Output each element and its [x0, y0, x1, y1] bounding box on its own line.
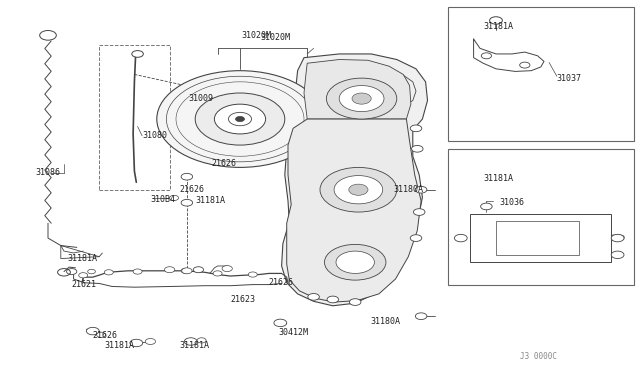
- Text: 31181A: 31181A: [483, 174, 513, 183]
- Bar: [496, 221, 579, 255]
- Text: 31080: 31080: [142, 131, 167, 140]
- Text: 21621: 21621: [72, 280, 97, 289]
- Circle shape: [184, 338, 197, 345]
- Circle shape: [97, 332, 106, 337]
- Circle shape: [326, 78, 397, 119]
- Circle shape: [308, 294, 319, 300]
- Text: 31180A: 31180A: [394, 185, 424, 194]
- Circle shape: [336, 251, 374, 273]
- Text: J3 0000C: J3 0000C: [520, 352, 557, 361]
- Circle shape: [248, 272, 257, 277]
- Circle shape: [349, 299, 361, 305]
- Circle shape: [611, 251, 624, 259]
- Circle shape: [133, 269, 142, 274]
- Circle shape: [349, 184, 368, 195]
- Circle shape: [334, 176, 383, 204]
- Circle shape: [189, 84, 199, 90]
- Text: 31181A: 31181A: [104, 341, 134, 350]
- Circle shape: [324, 244, 386, 280]
- Circle shape: [410, 235, 422, 241]
- Circle shape: [339, 86, 384, 112]
- Circle shape: [415, 186, 427, 193]
- Circle shape: [195, 93, 285, 145]
- Text: 30412M: 30412M: [278, 328, 308, 337]
- Circle shape: [164, 267, 175, 273]
- Text: 31180A: 31180A: [370, 317, 400, 326]
- Circle shape: [104, 270, 113, 275]
- Text: 21626: 21626: [179, 185, 204, 194]
- Circle shape: [520, 62, 530, 68]
- Polygon shape: [304, 60, 411, 119]
- Circle shape: [170, 195, 179, 201]
- Circle shape: [213, 271, 222, 276]
- Circle shape: [454, 234, 467, 242]
- Text: 31086: 31086: [35, 169, 60, 177]
- Text: 31181A: 31181A: [67, 254, 97, 263]
- Text: 31036: 31036: [499, 198, 524, 207]
- Circle shape: [412, 145, 423, 152]
- Circle shape: [182, 268, 192, 274]
- Circle shape: [181, 268, 190, 273]
- Text: 31181A: 31181A: [179, 341, 209, 350]
- Text: 21626: 21626: [211, 159, 236, 168]
- Text: 31020M: 31020M: [241, 31, 271, 40]
- Circle shape: [611, 234, 624, 242]
- Circle shape: [193, 267, 204, 273]
- Text: 310B4: 310B4: [150, 195, 175, 203]
- Circle shape: [490, 17, 502, 24]
- Circle shape: [86, 327, 99, 335]
- Bar: [99, 45, 170, 190]
- Circle shape: [145, 339, 156, 344]
- Polygon shape: [282, 54, 428, 306]
- Circle shape: [415, 313, 427, 320]
- Circle shape: [481, 203, 492, 210]
- Circle shape: [157, 71, 323, 167]
- Text: 21626: 21626: [93, 331, 118, 340]
- Circle shape: [352, 93, 371, 104]
- Text: 31020M: 31020M: [260, 33, 290, 42]
- Circle shape: [197, 338, 206, 343]
- Text: 31037: 31037: [557, 74, 582, 83]
- Circle shape: [410, 125, 422, 132]
- Bar: [448, 149, 634, 285]
- Text: 31181A: 31181A: [195, 196, 225, 205]
- Bar: [470, 214, 611, 262]
- Bar: [448, 7, 634, 141]
- Circle shape: [79, 273, 88, 278]
- Circle shape: [481, 53, 492, 59]
- Circle shape: [181, 199, 193, 206]
- Circle shape: [222, 266, 232, 272]
- Text: 21626: 21626: [269, 278, 294, 287]
- Circle shape: [181, 173, 193, 180]
- Circle shape: [214, 104, 266, 134]
- Circle shape: [88, 269, 95, 274]
- Circle shape: [327, 296, 339, 303]
- Circle shape: [320, 167, 397, 212]
- Text: 31181A: 31181A: [483, 22, 513, 31]
- Circle shape: [67, 269, 77, 275]
- Polygon shape: [287, 119, 421, 302]
- Circle shape: [130, 339, 143, 347]
- Circle shape: [274, 319, 287, 327]
- Text: 21623: 21623: [230, 295, 255, 304]
- Circle shape: [228, 112, 252, 126]
- Circle shape: [413, 209, 425, 215]
- Circle shape: [236, 116, 244, 122]
- Text: 31009: 31009: [189, 94, 214, 103]
- Circle shape: [132, 51, 143, 57]
